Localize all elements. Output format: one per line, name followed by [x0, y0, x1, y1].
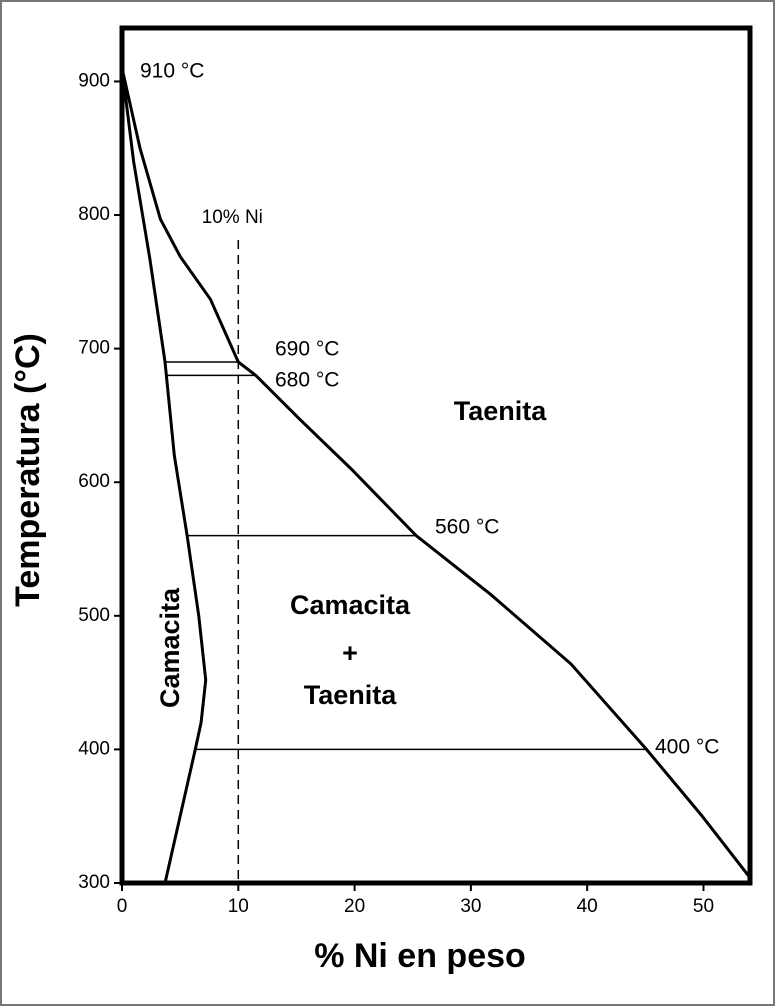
- annotation: 680 °C: [275, 369, 339, 392]
- annotation: Camacita: [155, 587, 185, 708]
- x-axis-label: % Ni en peso: [314, 937, 526, 975]
- x-tick-label: 20: [344, 896, 365, 917]
- x-tick-label: 30: [460, 896, 481, 917]
- y-tick-label: 800: [78, 204, 110, 225]
- y-tick-label: 900: [78, 70, 110, 91]
- annotation: Camacita: [290, 590, 411, 620]
- annotation: 560 °C: [435, 516, 499, 539]
- x-tick-label: 40: [577, 896, 598, 917]
- annotation: Taenita: [454, 396, 548, 426]
- y-tick-label: 500: [78, 605, 110, 626]
- plot-frame: [119, 25, 753, 886]
- y-tick-label: 300: [78, 872, 110, 893]
- curve: [120, 67, 752, 879]
- annotation: 910 °C: [140, 60, 204, 83]
- annotation: 690 °C: [275, 338, 339, 361]
- y-tick-label: 700: [78, 338, 110, 359]
- x-tick-label: 10: [228, 896, 249, 917]
- annotation: 400 °C: [655, 736, 719, 759]
- reference-label: 10% Ni: [202, 207, 263, 228]
- x-tick-label: 50: [693, 896, 714, 917]
- y-tick-label: 600: [78, 471, 110, 492]
- annotation: Taenita: [304, 680, 398, 710]
- x-tick-label: 0: [117, 896, 128, 917]
- y-axis-label: Temperatura (°C): [9, 333, 47, 607]
- curve: [120, 67, 208, 884]
- annotation: +: [342, 638, 358, 668]
- y-tick-label: 400: [78, 738, 110, 759]
